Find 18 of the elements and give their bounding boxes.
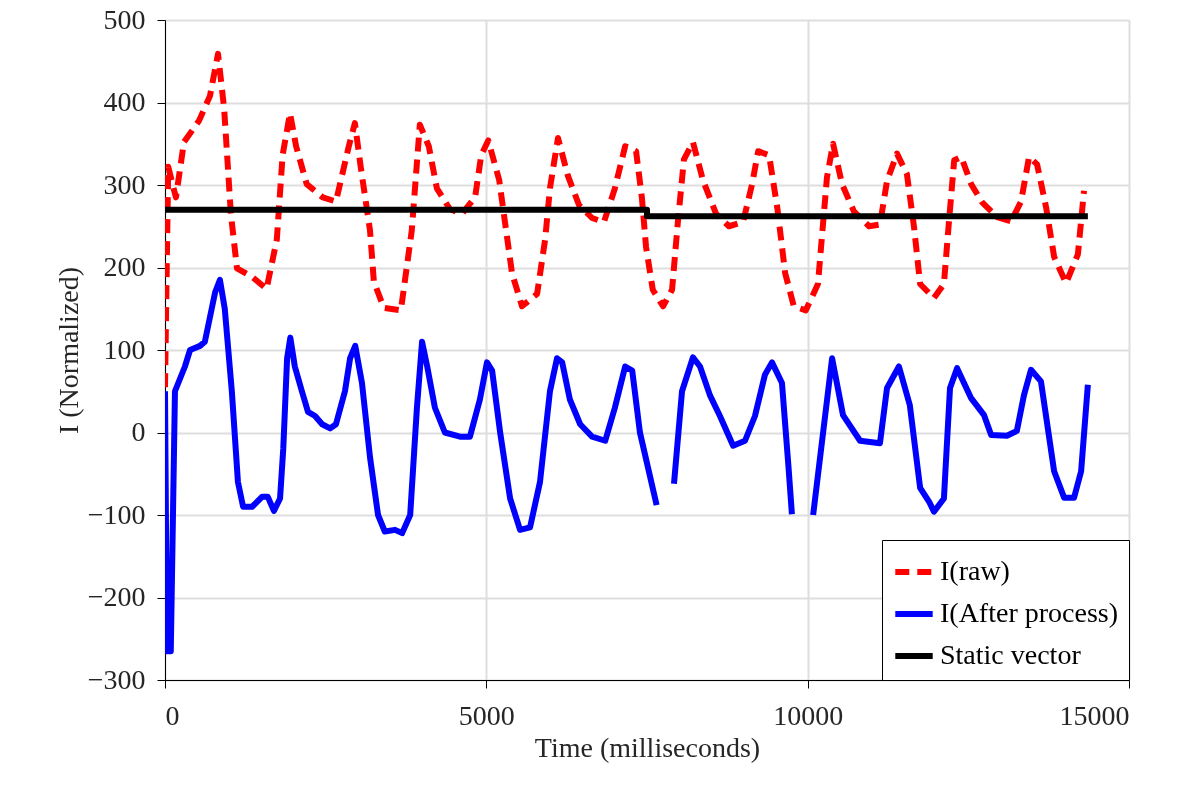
legend-label: Static vector <box>940 639 1082 670</box>
legend-label: I(After process) <box>940 597 1119 628</box>
y-tick-label: 400 <box>103 86 146 117</box>
y-tick-label: −200 <box>87 581 146 612</box>
y-tick-label: 300 <box>103 168 146 200</box>
y-tick-label: 200 <box>103 251 146 282</box>
y-tick-label: 500 <box>103 3 146 35</box>
x-tick-label: 10000 <box>773 699 844 731</box>
legend-label: I(raw) <box>940 555 1010 586</box>
y-tick-label: −300 <box>87 663 146 695</box>
x-tick-label: 5000 <box>458 699 515 731</box>
y-axis-title: I (Normalized) <box>52 266 84 435</box>
y-tick-label: 0 <box>131 416 146 447</box>
y-tick-label: −100 <box>87 498 146 530</box>
x-tick-label: 15000 <box>1059 699 1130 731</box>
y-tick-label: 100 <box>103 333 146 365</box>
x-axis-title: Time (milliseconds) <box>534 731 761 763</box>
x-tick-label: 0 <box>165 699 180 731</box>
